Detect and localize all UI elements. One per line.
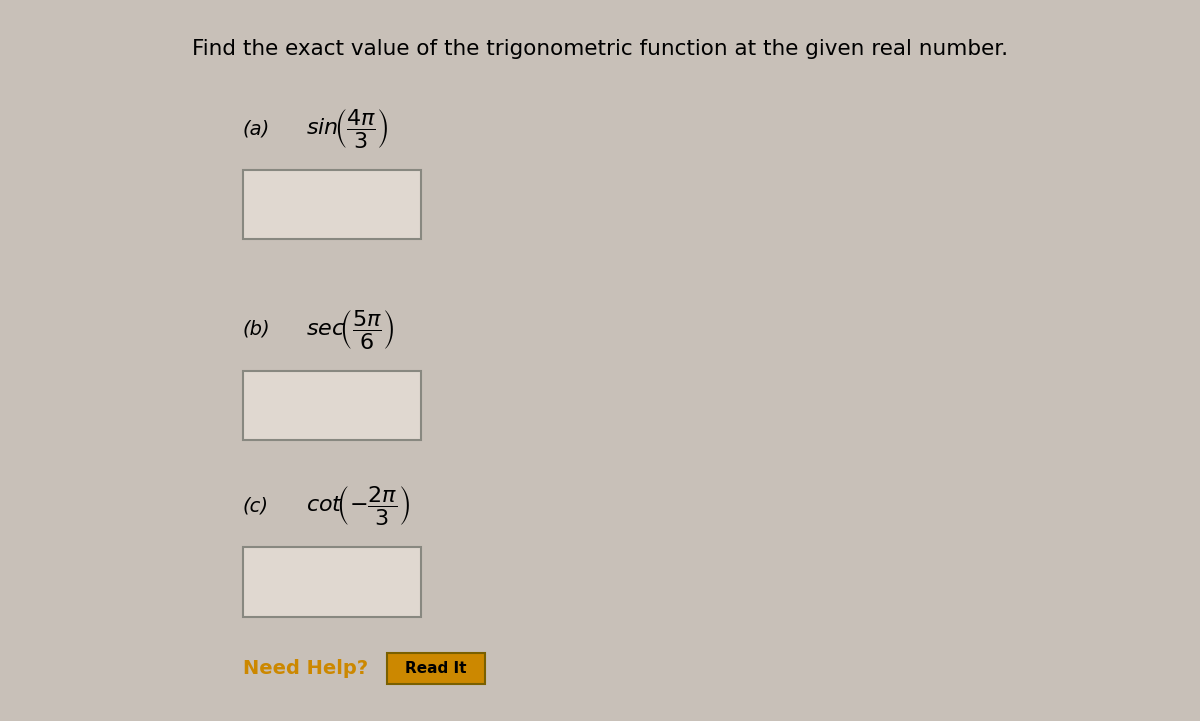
FancyBboxPatch shape (242, 170, 421, 239)
Text: $sec\!\left(\dfrac{5π}{6}\right)$: $sec\!\left(\dfrac{5π}{6}\right)$ (306, 308, 395, 351)
Text: $sin\!\left(\dfrac{4π}{3}\right)$: $sin\!\left(\dfrac{4π}{3}\right)$ (306, 107, 389, 150)
FancyBboxPatch shape (386, 653, 485, 684)
FancyBboxPatch shape (242, 547, 421, 616)
Text: Read It: Read It (406, 661, 467, 676)
Text: Need Help?: Need Help? (242, 659, 368, 678)
Text: $cot\!\left(-\dfrac{2π}{3}\right)$: $cot\!\left(-\dfrac{2π}{3}\right)$ (306, 485, 410, 527)
Text: (c): (c) (242, 496, 269, 516)
Text: (a): (a) (242, 119, 270, 138)
Text: Find the exact value of the trigonometric function at the given real number.: Find the exact value of the trigonometri… (192, 39, 1008, 58)
Text: (b): (b) (242, 320, 270, 339)
FancyBboxPatch shape (242, 371, 421, 440)
